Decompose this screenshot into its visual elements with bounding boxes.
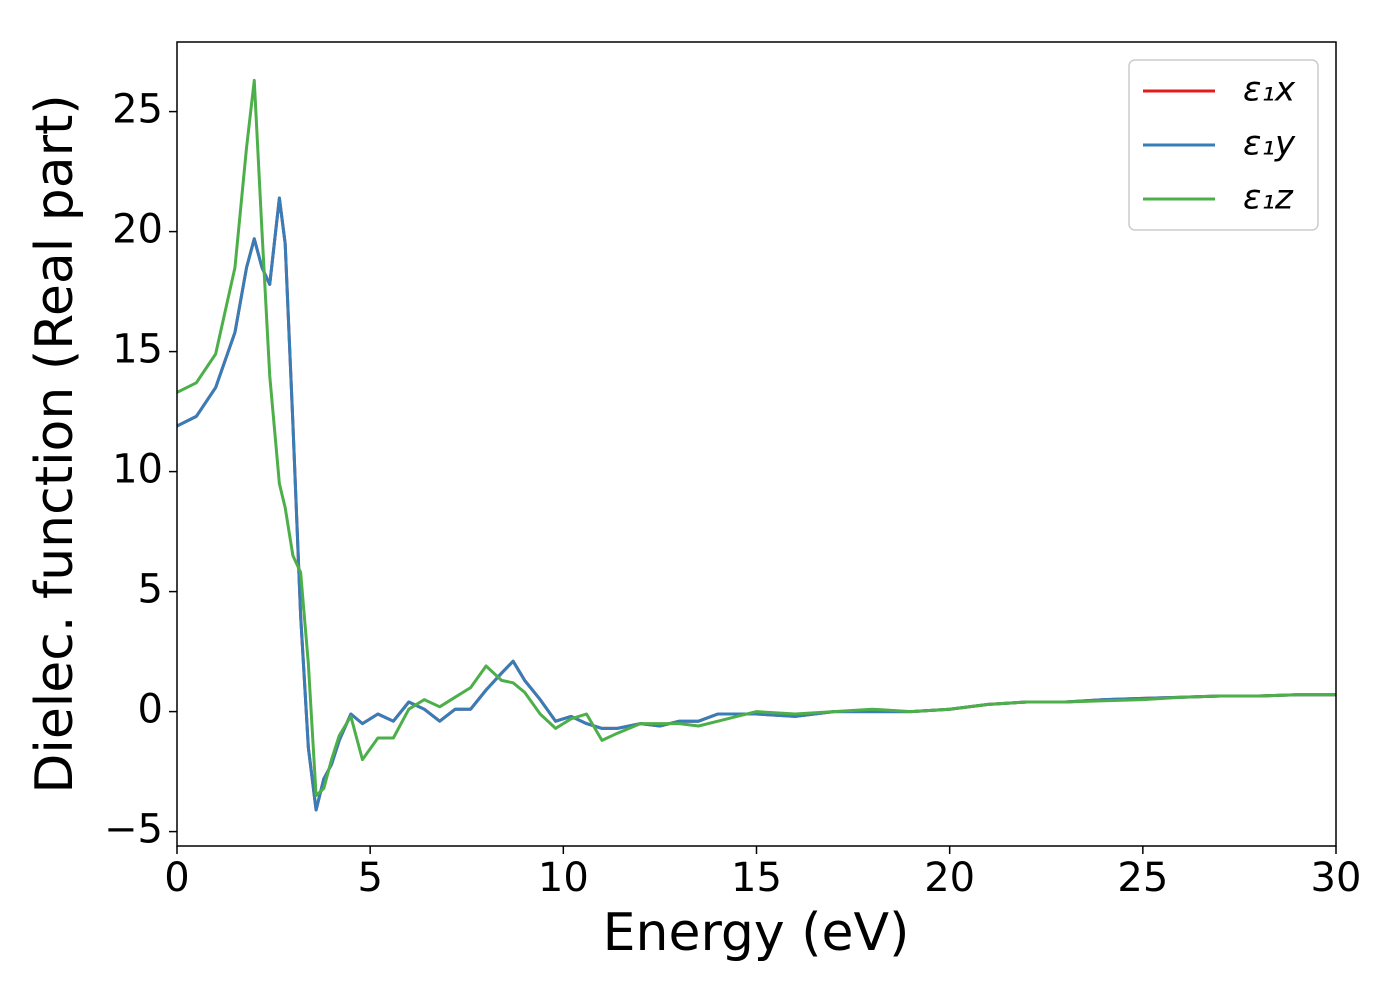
y-tick-label: 0 (138, 687, 163, 733)
y-tick-label: 15 (112, 327, 163, 373)
y-tick-label: 10 (112, 447, 163, 493)
x-tick-label: 15 (731, 855, 782, 901)
legend-label: ε₁x (1243, 70, 1296, 110)
x-tick-label: 25 (1117, 855, 1168, 901)
y-tick-label: 5 (138, 567, 163, 613)
x-tick-label: 10 (538, 855, 589, 901)
y-tick-label: 20 (112, 207, 163, 253)
legend-box (1128, 59, 1319, 231)
plot-frame (176, 41, 1337, 847)
x-tick-label: 0 (164, 855, 189, 901)
series-line (177, 78, 1336, 798)
x-axis-label: Energy (eV) (603, 903, 910, 963)
x-tick-label: 20 (924, 855, 975, 901)
x-tick-label: 5 (357, 855, 382, 901)
legend-label: ε₁y (1243, 124, 1296, 164)
y-tick-label: −5 (104, 807, 163, 853)
legend-label: ε₁z (1243, 178, 1294, 218)
y-tick-label: 25 (112, 87, 163, 133)
x-tick-label: 30 (1311, 855, 1362, 901)
y-axis-label: Dielec. function (Real part) (25, 94, 85, 793)
